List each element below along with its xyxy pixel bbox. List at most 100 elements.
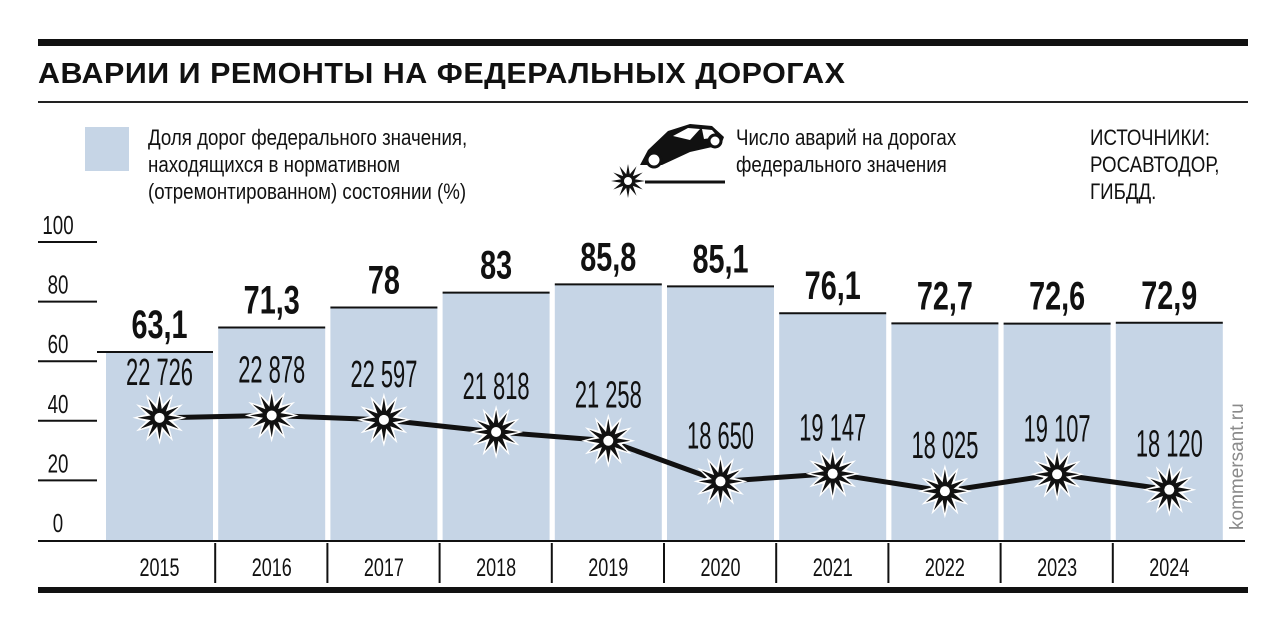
accident-value-label: 22 726 — [126, 351, 193, 394]
bar-value-label: 71,3 — [244, 278, 300, 323]
bar-legend-swatch — [85, 127, 129, 171]
y-tick-label-group: 0 — [53, 508, 63, 538]
x-tick-label: 2019 — [588, 553, 628, 582]
bar-value-label: 72,9 — [1141, 273, 1197, 318]
bar-value-label-group: 63,1 — [131, 302, 187, 347]
bar — [554, 284, 662, 540]
x-tick-label-group: 2021 — [813, 553, 853, 582]
accident-value-label-group: 22 878 — [238, 348, 305, 391]
title-rule — [38, 101, 1248, 103]
accident-value-label: 22 597 — [350, 353, 417, 396]
y-tick-label-group: 60 — [48, 329, 69, 359]
bar-value-label: 78 — [368, 258, 400, 303]
x-tick-label: 2016 — [252, 553, 292, 582]
y-tick-label: 60 — [48, 329, 69, 359]
x-tick-label-group: 2023 — [1037, 553, 1077, 582]
accident-value-label: 19 107 — [1024, 407, 1091, 450]
x-tick-label-group: 2016 — [252, 553, 292, 582]
y-tick-label: 20 — [48, 448, 69, 478]
bar-value-label-group: 72,7 — [917, 274, 973, 319]
y-tick-label: 100 — [42, 210, 73, 240]
marker-center — [715, 476, 726, 487]
top-rule — [38, 39, 1248, 46]
accident-value-label-group: 19 107 — [1024, 407, 1091, 450]
bar-value-label: 85,8 — [580, 235, 636, 280]
accident-value-label-group: 18 650 — [687, 414, 754, 457]
accident-value-label-group: 18 025 — [911, 424, 978, 467]
accident-value-label: 18 120 — [1136, 422, 1203, 465]
marker-center — [1052, 469, 1063, 480]
x-tick-label-group: 2019 — [588, 553, 628, 582]
bar-value-label-group: 85,1 — [692, 237, 748, 282]
accident-value-label-group: 22 597 — [350, 353, 417, 396]
bottom-rule — [38, 587, 1248, 593]
legend-line: федерального значения — [736, 152, 947, 177]
accident-value-label-group: 21 258 — [575, 373, 642, 416]
legend-star-center — [624, 177, 632, 185]
sources-line: РОСАВТОДОР, — [1090, 152, 1220, 177]
marker-center — [1164, 484, 1175, 495]
x-tick-label: 2021 — [813, 553, 853, 582]
y-tick-label: 80 — [48, 269, 69, 299]
sources-line: ИСТОЧНИКИ: — [1090, 125, 1210, 150]
marker-center — [154, 412, 165, 423]
bar-value-label-group: 72,9 — [1141, 273, 1197, 318]
y-tick-label: 0 — [53, 508, 63, 538]
chart-title: АВАРИИ И РЕМОНТЫ НА ФЕДЕРАЛЬНЫХ ДОРОГАХ — [38, 58, 846, 90]
bar-value-label: 83 — [480, 243, 512, 288]
x-tick-label: 2018 — [476, 553, 516, 582]
sources: ИСТОЧНИКИ: РОСАВТОДОР, ГИБДД. — [1090, 124, 1219, 205]
y-tick-label-group: 80 — [48, 269, 69, 299]
legend-line: Доля дорог федерального значения, — [148, 125, 468, 150]
accident-value-label: 19 147 — [799, 406, 866, 449]
accident-value-label: 21 818 — [463, 365, 530, 408]
accident-value-label: 18 650 — [687, 414, 754, 457]
accident-value-label-group: 21 818 — [463, 365, 530, 408]
x-tick-label-group: 2015 — [139, 553, 179, 582]
x-tick-label-group: 2017 — [364, 553, 404, 582]
bar-value-label: 85,1 — [692, 237, 748, 282]
x-tick-label-group: 2020 — [700, 553, 740, 582]
bar-value-label: 72,7 — [917, 274, 973, 319]
marker-center — [939, 486, 950, 497]
x-tick-label-group: 2018 — [476, 553, 516, 582]
bar-value-label-group: 71,3 — [244, 278, 300, 323]
x-tick-label: 2017 — [364, 553, 404, 582]
y-tick-label-group: 40 — [48, 389, 69, 419]
bar-value-label: 72,6 — [1029, 274, 1085, 319]
accident-value-label-group: 18 120 — [1136, 422, 1203, 465]
x-tick-label: 2023 — [1037, 553, 1077, 582]
bar-value-label-group: 78 — [368, 258, 400, 303]
watermark: kommersant.ru — [1227, 403, 1248, 530]
marker-center — [378, 414, 389, 425]
x-tick-label-group: 2022 — [925, 553, 965, 582]
accident-value-label-group: 22 726 — [126, 351, 193, 394]
x-tick-label: 2022 — [925, 553, 965, 582]
bar-value-label-group: 85,8 — [580, 235, 636, 280]
bar-value-label-group: 72,6 — [1029, 274, 1085, 319]
x-tick-label: 2015 — [139, 553, 179, 582]
bar — [779, 313, 887, 540]
marker-center — [266, 410, 277, 421]
accident-value-label: 21 258 — [575, 373, 642, 416]
accident-value-label: 22 878 — [238, 348, 305, 391]
accident-value-label: 18 025 — [911, 424, 978, 467]
sources-line: ГИБДД. — [1090, 179, 1157, 204]
bar-value-label: 76,1 — [805, 264, 861, 309]
accidents-line — [159, 412, 1170, 494]
bar-value-label-group: 76,1 — [805, 264, 861, 309]
bar — [106, 351, 213, 540]
y-tick-label: 40 — [48, 389, 69, 419]
legend-line: находящихся в нормативном — [148, 152, 401, 177]
bar-legend-text: Доля дорог федерального значения, находя… — [148, 124, 467, 205]
x-tick-label: 2024 — [1149, 553, 1189, 582]
legend-line: Число аварий на дорогах — [736, 125, 957, 150]
marker-center — [603, 435, 614, 446]
y-tick-label-group: 100 — [42, 210, 73, 240]
x-tick-label-group: 2024 — [1149, 553, 1189, 582]
x-tick-label: 2020 — [700, 553, 740, 582]
bar-value-label-group: 83 — [480, 243, 512, 288]
bar-value-label: 63,1 — [131, 302, 187, 347]
accident-value-label-group: 19 147 — [799, 406, 866, 449]
marker-center — [491, 426, 502, 437]
